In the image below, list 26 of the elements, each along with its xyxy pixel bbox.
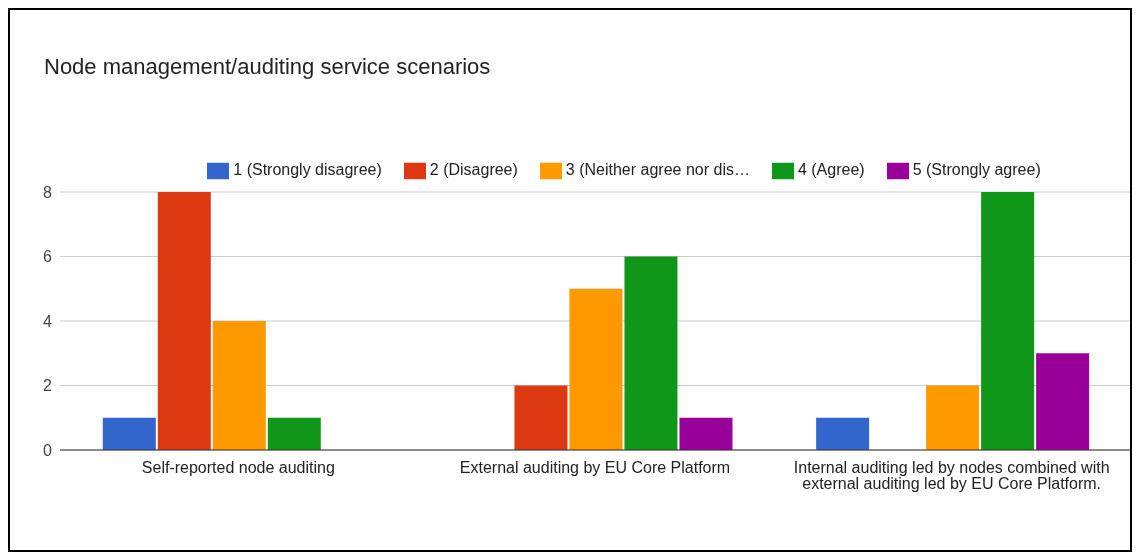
bar [679, 417, 733, 450]
chart-title: Node management/auditing service scenarios [44, 54, 491, 80]
x-tick-label: Self-reported node auditing [141, 459, 335, 477]
bar [514, 385, 568, 450]
bar [1036, 353, 1090, 450]
bar [816, 417, 870, 450]
y-tick-label: 2 [43, 377, 53, 395]
y-tick-label: 0 [43, 441, 53, 459]
bar [981, 192, 1035, 450]
legend-label: 1 (Strongly disagree) [233, 161, 382, 179]
bar [569, 288, 623, 450]
bar [926, 385, 980, 450]
bar [102, 417, 156, 450]
x-tick-label: Internal auditing led by nodes combined with external auditing led by EU Core Platform. [793, 459, 1110, 493]
y-tick-label: 4 [43, 312, 53, 330]
bar [157, 192, 211, 450]
x-tick-label: External auditing by EU Core Platform [459, 459, 731, 477]
legend-label: 2 (Disagree) [429, 161, 518, 179]
y-tick-label: 6 [43, 248, 53, 266]
bar [212, 321, 266, 450]
legend-label: 4 (Agree) [797, 161, 865, 179]
bar [267, 417, 321, 450]
y-tick-label: 8 [43, 183, 53, 201]
legend-label: 5 (Strongly agree) [912, 161, 1041, 179]
legend-label: 3 (Neither agree nor dis… [565, 161, 750, 179]
bar [624, 256, 678, 450]
